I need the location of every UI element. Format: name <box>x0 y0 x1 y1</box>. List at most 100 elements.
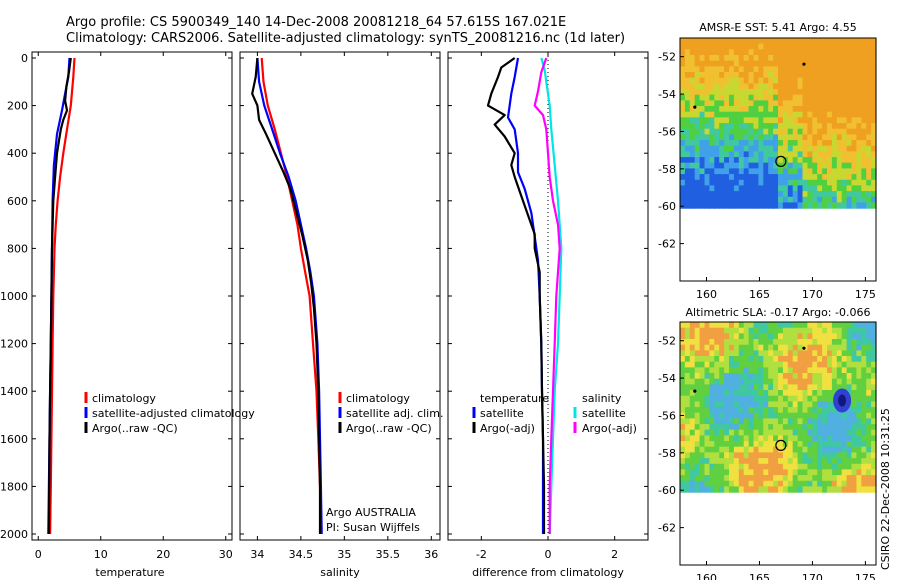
map-cell <box>856 463 862 471</box>
map-cell <box>738 339 745 346</box>
map-cell <box>792 66 799 73</box>
map-cell <box>778 441 784 448</box>
map-cell <box>719 117 725 124</box>
map-cell <box>817 43 823 50</box>
map-cell <box>748 378 755 385</box>
map-cell <box>709 145 715 152</box>
map-cell <box>743 89 750 96</box>
map-cell <box>743 356 750 363</box>
map-cell <box>684 94 691 101</box>
map-cell <box>753 378 759 385</box>
map-cell <box>773 38 779 45</box>
map-cell <box>822 196 828 204</box>
map-cell <box>680 480 686 488</box>
map-cell <box>841 350 848 357</box>
map-cell <box>802 83 808 90</box>
map-cell <box>831 151 838 158</box>
map-cell <box>836 446 843 453</box>
map-cell <box>802 43 808 50</box>
map-cell <box>753 350 759 357</box>
map-cell <box>851 424 857 431</box>
map-cell <box>797 140 804 147</box>
map-cell <box>768 151 774 158</box>
map-cell <box>866 196 872 204</box>
map-cell <box>866 367 872 374</box>
map-cell <box>758 111 764 118</box>
map-cell <box>846 100 853 107</box>
map-cell <box>871 145 877 152</box>
map-cell <box>763 55 769 62</box>
map-cell <box>729 333 735 340</box>
map-cell <box>802 55 808 62</box>
map-cell <box>822 185 828 192</box>
map-cell <box>699 38 706 45</box>
map-cell <box>866 77 872 84</box>
map-cell <box>782 43 789 50</box>
map-cell <box>778 480 784 488</box>
map-cell <box>817 486 823 493</box>
map-cell <box>817 424 823 431</box>
map-cell <box>748 77 755 84</box>
map-cell <box>699 72 706 79</box>
map-cell <box>748 145 755 152</box>
map-cell <box>738 38 745 45</box>
map-cell <box>684 446 691 453</box>
map-cell <box>743 424 750 431</box>
map-cell <box>782 486 789 493</box>
map-cell <box>719 38 725 45</box>
map-cell <box>768 458 774 465</box>
map-cell <box>866 134 872 141</box>
map-cell <box>812 196 818 204</box>
map-cell <box>724 480 730 488</box>
map-cell <box>763 469 769 476</box>
map-cell <box>841 72 848 79</box>
map-cell <box>768 441 774 448</box>
map-ytick-label: -54 <box>658 88 676 101</box>
map-cell <box>807 100 813 107</box>
map-cell <box>856 38 862 45</box>
map-cell <box>831 361 838 368</box>
map-cell <box>753 117 759 124</box>
map-cell <box>812 89 818 96</box>
map-cell <box>714 344 720 351</box>
map-cell <box>782 322 789 329</box>
map-cell <box>743 83 750 90</box>
map-cell <box>773 475 779 482</box>
map-cell <box>724 344 730 351</box>
map-cell <box>719 480 725 488</box>
argo-location-marker <box>775 155 787 167</box>
map-cell <box>694 463 701 471</box>
map-cell <box>694 356 701 363</box>
map-cell <box>792 145 799 152</box>
map-cell <box>719 469 725 476</box>
map-cell <box>738 390 745 397</box>
map-cell <box>743 339 750 346</box>
map-cell <box>856 356 862 363</box>
map-cell <box>714 140 720 147</box>
map-cell <box>684 418 691 425</box>
map-cell <box>753 463 759 471</box>
map-cell <box>861 162 867 169</box>
map-cell <box>856 185 862 192</box>
map-cell <box>680 43 686 50</box>
map-cell <box>812 327 818 334</box>
map-cell <box>822 463 828 471</box>
map-cell <box>729 140 735 147</box>
map-cell <box>836 134 843 141</box>
map-cell <box>861 100 867 107</box>
map-cell <box>773 202 779 209</box>
map-cell <box>724 157 730 164</box>
map-cell <box>822 38 828 45</box>
map-cell <box>738 43 745 50</box>
map-cell <box>871 469 877 476</box>
map-cell <box>684 401 691 408</box>
map-cell <box>782 111 789 118</box>
map-cell <box>812 458 818 465</box>
map-cell <box>851 412 857 419</box>
map-cell <box>729 407 735 414</box>
map-cell <box>768 157 774 164</box>
map-cell <box>866 151 872 158</box>
map-cell <box>753 486 759 493</box>
map-cell <box>763 134 769 141</box>
map-cell <box>831 475 838 482</box>
